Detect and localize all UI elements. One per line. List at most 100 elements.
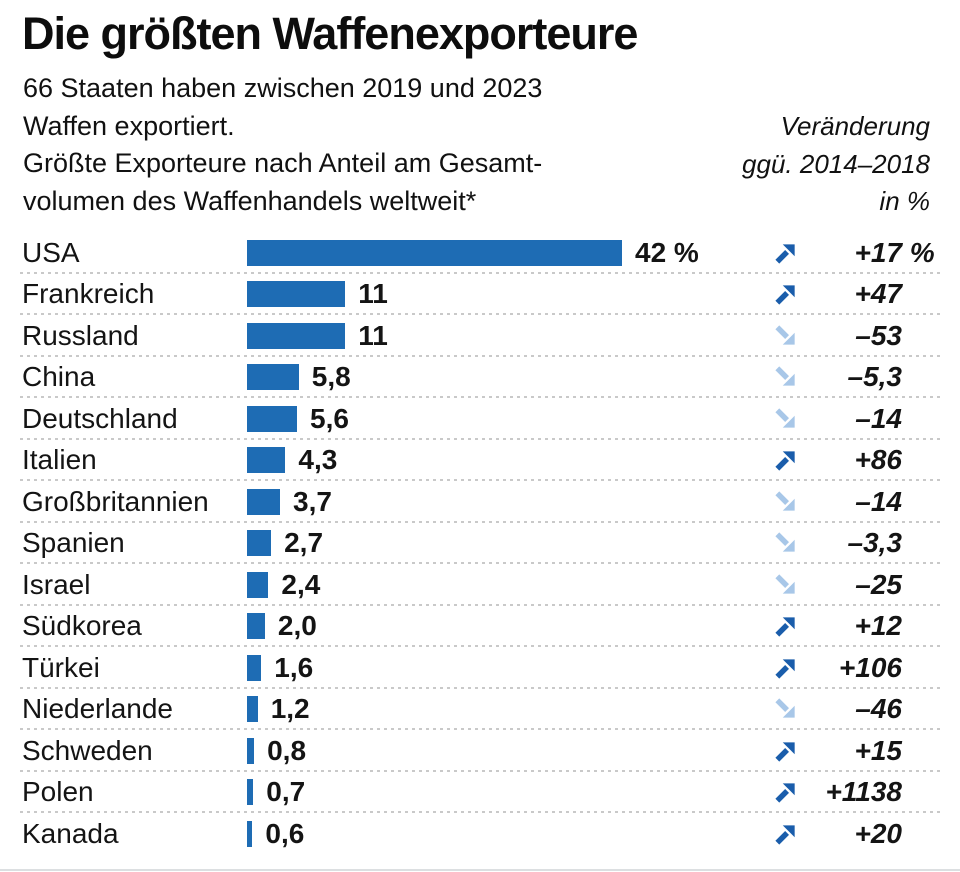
share-bar xyxy=(247,571,269,598)
change-value: –46 xyxy=(810,693,902,725)
exporter-row: Türkei 1,6 +106 xyxy=(0,647,960,689)
change-value-number: +1138 xyxy=(825,776,902,808)
country-label: Deutschland xyxy=(22,402,178,434)
change-value-number: +15 xyxy=(854,734,903,766)
share-bar xyxy=(247,281,346,308)
trend-cell xyxy=(762,406,810,432)
trend-up-icon xyxy=(775,285,795,305)
change-value-number: –5,3 xyxy=(847,361,903,393)
bar-chart-rows: USA 42 % +17 % Frankreich 11 xyxy=(0,232,960,855)
trend-down-icon xyxy=(775,574,795,594)
change-value-number: –46 xyxy=(855,693,902,725)
trend-cell xyxy=(762,530,810,556)
share-value: 2,7 xyxy=(284,527,324,559)
trend-cell xyxy=(762,779,810,805)
share-value: 0,8 xyxy=(267,734,307,766)
exporter-row: Schweden 0,8 +15 xyxy=(0,730,960,772)
bar-cell: 4,3 xyxy=(247,444,762,476)
country-label: China xyxy=(22,361,96,393)
change-value: +15 xyxy=(810,734,903,767)
share-value: 2,0 xyxy=(277,610,317,642)
share-bar xyxy=(247,322,346,349)
change-value: +47 xyxy=(810,278,903,310)
change-value: +17 % xyxy=(810,236,935,269)
exporter-row: Niederlande 1,2 –46 xyxy=(0,689,960,731)
exporter-row: Israel 2,4 –25 xyxy=(0,564,960,606)
trend-cell xyxy=(762,447,810,473)
share-value: 2,4 xyxy=(281,568,321,600)
country-label: Schweden xyxy=(22,734,153,766)
change-value: +12 xyxy=(810,610,903,642)
share-value: 1,6 xyxy=(274,651,314,683)
bar-cell: 1,6 xyxy=(247,652,762,684)
exporter-row: Großbritannien 3,7 –14 xyxy=(0,481,960,523)
change-value-suffix: % xyxy=(902,236,935,268)
share-bar xyxy=(247,447,286,474)
exporter-row: Polen 0,7 +1138 xyxy=(0,772,960,814)
exporter-row: Italien 4,3 +86 xyxy=(0,440,960,482)
bar-cell: 0,6 xyxy=(247,818,762,850)
bar-cell: 3,7 xyxy=(247,486,762,518)
change-value-number: –14 xyxy=(855,402,902,434)
trend-down-icon xyxy=(775,325,795,345)
change-value: +106 xyxy=(810,652,902,684)
country-label: USA xyxy=(22,236,80,268)
trend-down-icon xyxy=(775,532,795,552)
country-label: Niederlande xyxy=(22,693,173,725)
trend-up-icon xyxy=(775,783,795,803)
trend-up-icon xyxy=(775,742,795,762)
country-label: Türkei xyxy=(22,651,100,683)
share-value: 11 xyxy=(358,319,388,351)
country-label: Großbritannien xyxy=(22,485,209,517)
trend-cell xyxy=(762,281,810,307)
change-note-line-3: in % xyxy=(879,186,930,216)
share-value: 4,3 xyxy=(298,444,338,476)
trend-cell xyxy=(762,364,810,390)
bar-cell: 42 % xyxy=(247,237,762,269)
change-value-number: +106 xyxy=(838,651,902,683)
trend-down-icon xyxy=(775,698,795,718)
change-value: +20 xyxy=(810,818,903,850)
bar-cell: 1,2 xyxy=(247,693,762,725)
share-value: 0,7 xyxy=(266,776,306,808)
page-title: Die größten Waffenexporteure xyxy=(22,8,638,59)
bar-cell: 5,6 xyxy=(247,403,762,435)
share-bar xyxy=(247,779,254,806)
trend-cell xyxy=(762,489,810,515)
change-value-number: +17 xyxy=(854,236,903,268)
share-bar xyxy=(247,654,262,681)
share-value: 5,6 xyxy=(310,402,349,434)
share-value: 11 xyxy=(358,278,388,310)
trend-up-icon xyxy=(775,451,795,471)
share-bar xyxy=(247,820,253,847)
share-bar xyxy=(247,239,622,266)
share-bar xyxy=(247,737,255,764)
exporter-row: Russland 11 –53 xyxy=(0,315,960,357)
change-value: –5,3 xyxy=(810,361,903,393)
change-value-number: –53 xyxy=(855,319,902,351)
trend-up-icon xyxy=(775,617,795,637)
share-value: 1,2 xyxy=(270,693,310,725)
bar-cell: 2,7 xyxy=(247,527,762,559)
trend-cell xyxy=(762,821,810,847)
trend-cell xyxy=(762,613,810,639)
change-note-line-1: Veränderung xyxy=(780,111,930,141)
share-bar xyxy=(247,530,272,557)
change-value: –14 xyxy=(810,403,902,435)
trend-up-icon xyxy=(775,659,795,679)
change-value-number: +47 xyxy=(854,278,903,310)
change-value-number: –14 xyxy=(855,485,902,517)
country-label: Südkorea xyxy=(22,610,142,642)
share-value: 3,7 xyxy=(293,485,332,517)
country-label: Russland xyxy=(22,319,139,351)
change-column-header: Veränderung ggü. 2014–2018 in % xyxy=(742,108,930,221)
share-bar xyxy=(247,613,265,640)
change-note-line-2: ggü. 2014–2018 xyxy=(742,148,930,179)
share-value: 0,6 xyxy=(265,817,305,849)
share-bar xyxy=(247,696,258,723)
change-value-number: +12 xyxy=(854,610,903,642)
exporter-row: Deutschland 5,6 –14 xyxy=(0,398,960,440)
trend-up-icon xyxy=(775,244,795,264)
chart-subtitle: 66 Staaten haben zwischen 2019 und 2023 … xyxy=(23,70,542,220)
change-value-number: +86 xyxy=(854,444,903,476)
